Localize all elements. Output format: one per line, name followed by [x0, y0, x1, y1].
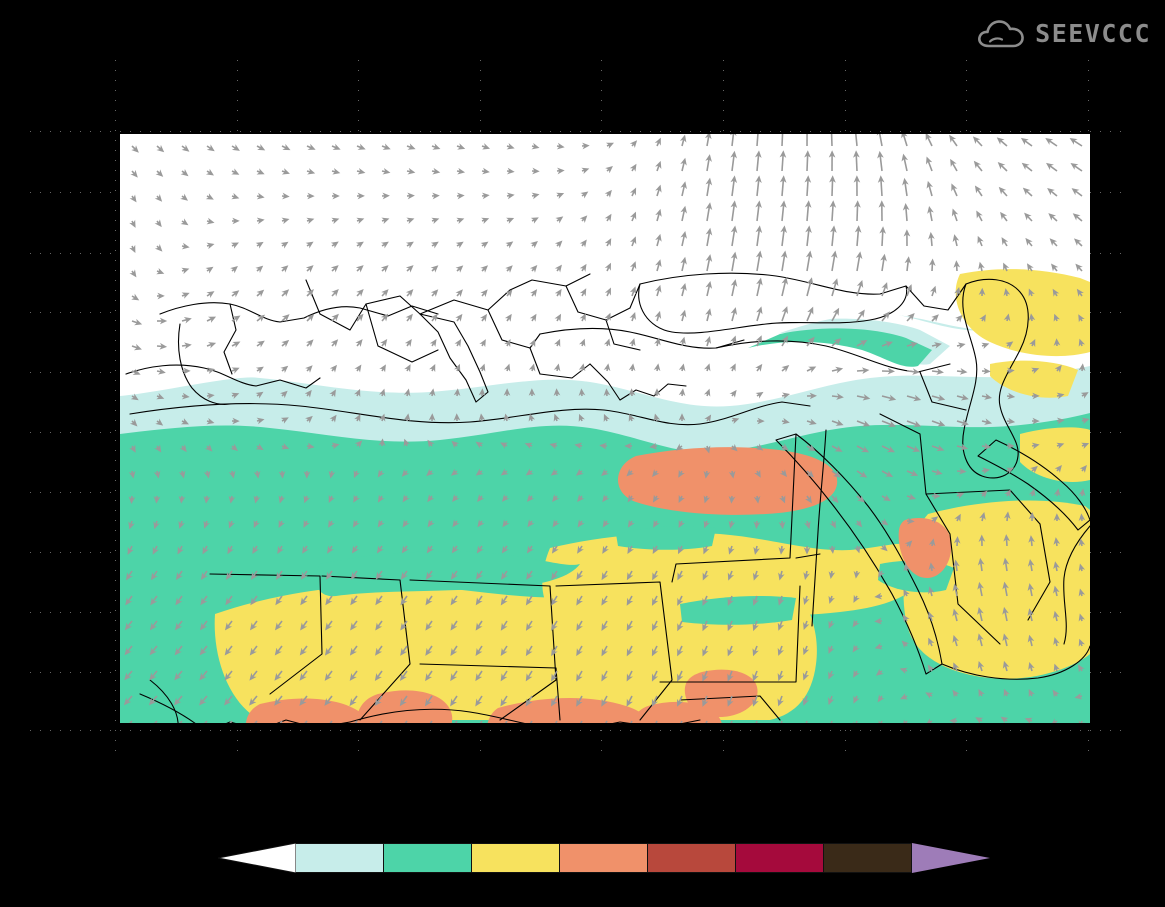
- gridline-horizontal-0: [30, 131, 1130, 132]
- wind-vector-field: [123, 134, 1090, 723]
- cloud-icon: [978, 20, 1024, 48]
- colorbar-swatch-3[interactable]: [560, 843, 648, 873]
- colorbar-under-cap: [217, 842, 297, 874]
- colorbar-swatch-2[interactable]: [472, 843, 560, 873]
- logo-text: SEEVCCC: [1035, 18, 1151, 48]
- colorbar-swatch-6[interactable]: [824, 843, 912, 873]
- colorbar-swatch-4[interactable]: [648, 843, 736, 873]
- colorbar[interactable]: [217, 842, 990, 874]
- colorbar-swatch-1[interactable]: [384, 843, 472, 873]
- gridline-vertical-0: [115, 60, 116, 760]
- forecast-map[interactable]: [120, 134, 1090, 723]
- colorbar-swatch-5[interactable]: [736, 843, 824, 873]
- colorbar-swatch-0[interactable]: [296, 843, 384, 873]
- map-canvas: [120, 134, 1090, 723]
- colorbar-over-cap: [912, 843, 990, 873]
- gridline-horizontal-10: [30, 730, 1130, 731]
- seevccc-logo[interactable]: SEEVCCC: [977, 16, 1151, 50]
